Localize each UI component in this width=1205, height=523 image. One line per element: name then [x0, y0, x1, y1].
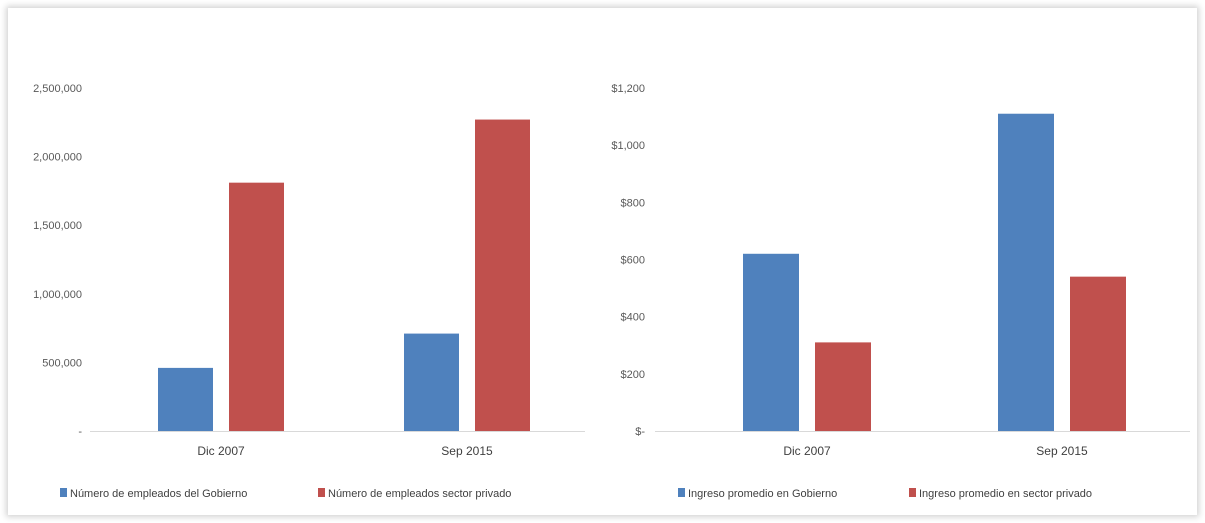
y-tick-label: 2,000,000: [33, 152, 82, 164]
bar-private-0: [815, 342, 871, 431]
legend-label: Ingreso promedio en sector privado: [919, 488, 1092, 500]
bar-gov-1: [404, 333, 459, 431]
y-tick-label: 2,500,000: [33, 83, 82, 95]
legend-swatch: [60, 488, 67, 497]
y-tick-label: 1,000,000: [33, 289, 82, 301]
chart-employees: - 500,000 1,000,000 1,500,000 2,000,000 2,500…: [33, 83, 585, 500]
y-tick-label: $200: [621, 369, 645, 381]
x-category-label: Dic 2007: [197, 444, 245, 458]
bar-gov-0: [743, 253, 799, 431]
y-tick-label: $1,000: [611, 140, 645, 152]
y-tick-label: $600: [621, 255, 645, 267]
y-tick-label: 1,500,000: [33, 220, 82, 232]
legend-swatch: [318, 488, 325, 497]
legend-label: Número de empleados sector privado: [328, 488, 511, 500]
bar-private-1: [1070, 276, 1126, 431]
y-tick-label: $400: [621, 312, 645, 324]
chart-income: $- $200 $400 $600 $800 $1,000 $1,200 Dic 2007 Se…: [611, 83, 1190, 500]
bar-private-1: [475, 119, 530, 431]
bar-gov-1: [998, 113, 1054, 431]
y-tick-label: 500,000: [42, 357, 82, 369]
legend-label: Número de empleados del Gobierno: [70, 488, 247, 500]
y-tick-label: $1,200: [611, 83, 645, 95]
x-category-label: Sep 2015: [1036, 444, 1088, 458]
legend-swatch: [909, 488, 916, 497]
y-tick-label: $-: [635, 426, 645, 438]
x-category-label: Sep 2015: [441, 444, 493, 458]
x-category-label: Dic 2007: [783, 444, 831, 458]
y-tick-label: -: [78, 426, 82, 438]
legend-swatch: [678, 488, 685, 497]
legend-label: Ingreso promedio en Gobierno: [688, 488, 837, 500]
bar-private-0: [229, 182, 284, 431]
y-tick-label: $800: [621, 197, 645, 209]
bar-gov-0: [158, 367, 213, 431]
